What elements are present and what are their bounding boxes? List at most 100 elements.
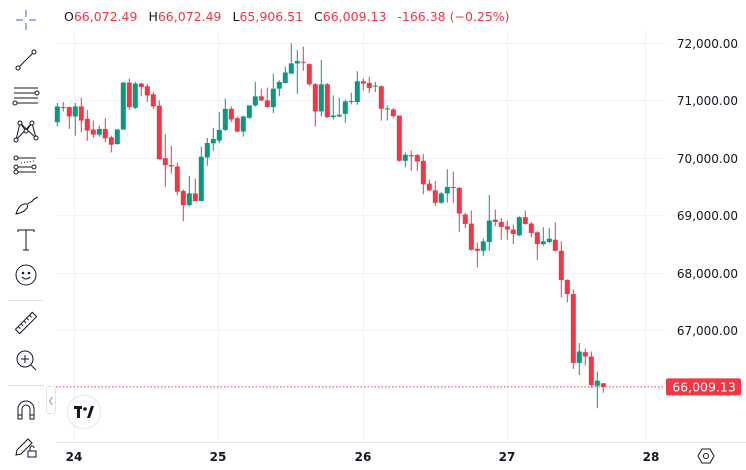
candle (90, 120, 96, 138)
candle (468, 210, 474, 251)
brush-tool[interactable] (8, 189, 44, 221)
candle-body (240, 116, 246, 132)
emoji-tool[interactable] (8, 259, 44, 291)
time-tick-label: 28 (643, 450, 660, 464)
candle (480, 238, 486, 256)
lock-drawings-icon (15, 438, 37, 458)
crosshair-tool[interactable] (8, 4, 44, 36)
candle (234, 116, 240, 133)
candle (384, 105, 390, 121)
candle-body (78, 106, 84, 121)
candle-body (564, 280, 570, 295)
candle (138, 82, 144, 97)
candle (120, 81, 126, 130)
candle (102, 118, 108, 143)
candle (570, 289, 576, 369)
ohlc-legend: O66,072.49 H66,072.49 L65,906.51 C66,009… (64, 9, 517, 24)
candle (588, 351, 594, 388)
candle-body (132, 83, 138, 108)
candle-body (72, 106, 78, 117)
candle-body (258, 96, 264, 101)
candle (564, 279, 570, 303)
text-icon (17, 229, 35, 251)
candle-body (60, 107, 66, 109)
candle-body (312, 84, 318, 112)
magnet-tool[interactable] (8, 394, 44, 426)
candle (60, 102, 66, 112)
collapse-toolbar-button[interactable]: ❮ (46, 386, 56, 414)
price-tick-label: 68,000.00 (677, 267, 738, 281)
brush-icon (15, 196, 39, 215)
candle-body (378, 86, 384, 109)
candle (516, 216, 522, 237)
candle (378, 85, 384, 121)
candle-body (150, 94, 156, 107)
magnet-icon (17, 400, 35, 420)
candle-body (84, 118, 90, 131)
candle-body (114, 129, 120, 145)
candle (474, 242, 480, 268)
time-axis[interactable]: 24 25 26 27 28 (66, 450, 660, 464)
time-tick-label: 26 (355, 450, 372, 464)
tradingview-logo[interactable] (68, 396, 100, 428)
candle-body (108, 137, 114, 145)
candle (222, 98, 228, 132)
fib-retracement-icon (12, 87, 40, 106)
candle-body (402, 154, 408, 161)
candle (324, 82, 330, 118)
candle (276, 80, 282, 97)
forecast-tool[interactable] (8, 151, 44, 183)
candle-body (168, 165, 174, 167)
candle (444, 169, 450, 203)
candle (162, 133, 168, 187)
candle-body (528, 223, 534, 233)
candle-body (318, 84, 324, 112)
candle (504, 220, 510, 240)
candle (522, 210, 528, 225)
candle (420, 154, 426, 195)
candle (408, 150, 414, 171)
candle (402, 152, 408, 168)
forecast-icon (13, 155, 37, 175)
text-tool[interactable] (8, 224, 44, 256)
candle (282, 66, 288, 84)
candle (498, 217, 504, 240)
price-tick-label: 69,000.00 (677, 209, 738, 223)
low-value: 65,906.51 (239, 9, 304, 24)
candle-body (390, 109, 396, 117)
price-tick-label: 71,000.00 (677, 94, 738, 108)
ruler-tool[interactable] (8, 307, 44, 339)
candle (330, 95, 336, 120)
zoom-tool[interactable] (8, 344, 44, 376)
candle (546, 227, 552, 244)
candle-body (348, 101, 354, 103)
lock-drawings-tool[interactable] (8, 431, 44, 463)
candle-body (474, 248, 480, 251)
candle-body (192, 193, 198, 202)
candle (528, 221, 534, 238)
high-label: H (148, 9, 158, 24)
candle-body (216, 129, 222, 141)
ruler-icon (14, 311, 38, 335)
open-label: O (64, 9, 74, 24)
candle (438, 192, 444, 204)
candle-body (330, 115, 336, 118)
candle (492, 209, 498, 227)
candle-body (396, 115, 402, 161)
candle-body (162, 158, 168, 166)
chart-settings-icon[interactable] (697, 447, 715, 465)
drawing-toolbar (0, 0, 52, 470)
price-axis[interactable]: 72,000.00 71,000.00 70,000.00 69,000.00 68,0… (677, 37, 738, 338)
trend-line-tool[interactable] (8, 44, 44, 76)
candle (84, 109, 90, 141)
candle (534, 231, 540, 260)
fib-retracement-tool[interactable] (8, 80, 44, 112)
candle (198, 146, 204, 202)
candles (54, 43, 606, 409)
candle (390, 108, 396, 118)
pattern-tool[interactable] (8, 115, 44, 147)
candle-body (120, 82, 126, 130)
candle-body (228, 108, 234, 120)
candle-body (54, 106, 60, 123)
